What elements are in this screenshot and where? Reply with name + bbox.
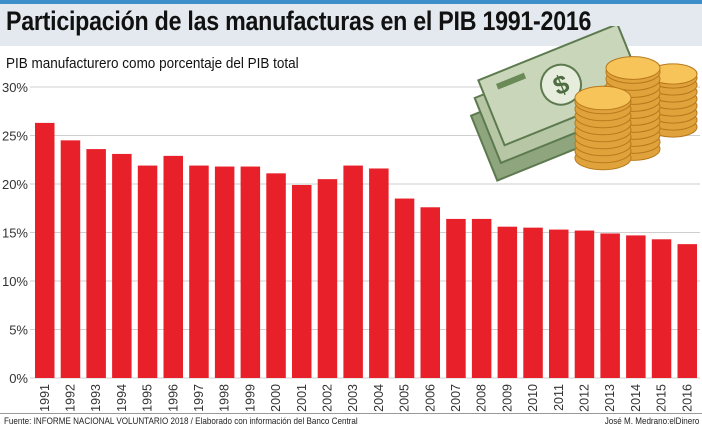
bar-1996 xyxy=(163,155,183,378)
x-tick-label: 2002 xyxy=(320,384,334,412)
bar-1995 xyxy=(137,165,158,378)
x-tick-label: 2012 xyxy=(577,384,591,412)
author-credit: José M. Medrano:elDinero xyxy=(604,416,699,427)
y-tick-label: 25% xyxy=(2,129,28,144)
x-tick-label: 2015 xyxy=(655,384,669,412)
coin-top xyxy=(605,56,661,80)
bar-2016 xyxy=(677,244,697,378)
y-tick-label: 15% xyxy=(2,226,28,241)
source-note: Fuente: INFORME NACIONAL VOLUNTARIO 2018… xyxy=(4,416,358,427)
x-tick-label: 1992 xyxy=(63,384,77,412)
x-tick-label: 2011 xyxy=(552,384,566,411)
x-tick-label: 1991 xyxy=(38,384,52,412)
x-tick-label: 2000 xyxy=(269,384,283,412)
bar-2003 xyxy=(343,165,363,378)
x-tick-label: 2016 xyxy=(680,384,694,412)
x-tick-label: 2006 xyxy=(423,384,437,412)
x-tick-label: 1998 xyxy=(218,384,232,412)
x-tick-label: 2013 xyxy=(603,384,617,412)
x-tick-label: 2009 xyxy=(500,384,514,412)
bar-1997 xyxy=(189,165,209,378)
coin-top xyxy=(574,85,632,111)
x-tick-label: 1993 xyxy=(89,384,103,412)
y-tick-label: 5% xyxy=(9,323,28,338)
x-tick-label: 2005 xyxy=(398,384,412,412)
bar-2008 xyxy=(471,218,492,378)
bar-1993 xyxy=(86,149,106,378)
bar-1991 xyxy=(35,122,55,378)
x-tick-label: 2004 xyxy=(372,384,386,412)
x-tick-label: 1999 xyxy=(243,384,257,412)
x-tick-label: 2014 xyxy=(629,384,643,412)
y-tick-label: 30% xyxy=(2,80,28,95)
bar-2004 xyxy=(369,168,389,378)
x-tick-label: 2007 xyxy=(449,384,463,412)
footer-divider xyxy=(0,413,702,414)
x-tick-label: 1995 xyxy=(141,384,155,412)
bar-1992 xyxy=(60,140,81,378)
y-tick-label: 10% xyxy=(2,274,28,289)
top-accent-line xyxy=(0,0,702,4)
y-tick-label: 0% xyxy=(9,371,28,386)
x-tick-label: 2001 xyxy=(295,384,309,412)
chart-subtitle: PIB manufacturero como porcentaje del PI… xyxy=(6,55,299,72)
bar-2013 xyxy=(600,233,620,378)
y-tick-label: 20% xyxy=(2,177,28,192)
x-tick-label: 2008 xyxy=(475,384,489,412)
bar-2000 xyxy=(266,173,286,378)
bar-2007 xyxy=(446,218,466,378)
bar-2002 xyxy=(317,179,338,378)
bar-1999 xyxy=(240,166,261,378)
bar-1994 xyxy=(112,153,132,378)
bar-2009 xyxy=(497,226,518,378)
bar-2014 xyxy=(626,235,646,378)
bar-2012 xyxy=(574,230,595,378)
bar-2006 xyxy=(420,207,440,378)
bar-1998 xyxy=(214,166,235,378)
bar-2015 xyxy=(651,239,672,378)
x-tick-label: 1994 xyxy=(115,384,129,412)
bar-2005 xyxy=(394,198,415,378)
bar-2011 xyxy=(549,229,569,378)
bar-2010 xyxy=(523,227,543,378)
x-tick-label: 1997 xyxy=(192,384,206,412)
x-tick-label: 2003 xyxy=(346,384,360,412)
x-tick-label: 1996 xyxy=(166,384,180,412)
chart-title: Participación de las manufacturas en el … xyxy=(6,6,592,36)
x-tick-label: 2010 xyxy=(526,384,540,412)
bar-2001 xyxy=(292,184,312,378)
money-bills-and-coins-icon: $ xyxy=(469,26,698,182)
